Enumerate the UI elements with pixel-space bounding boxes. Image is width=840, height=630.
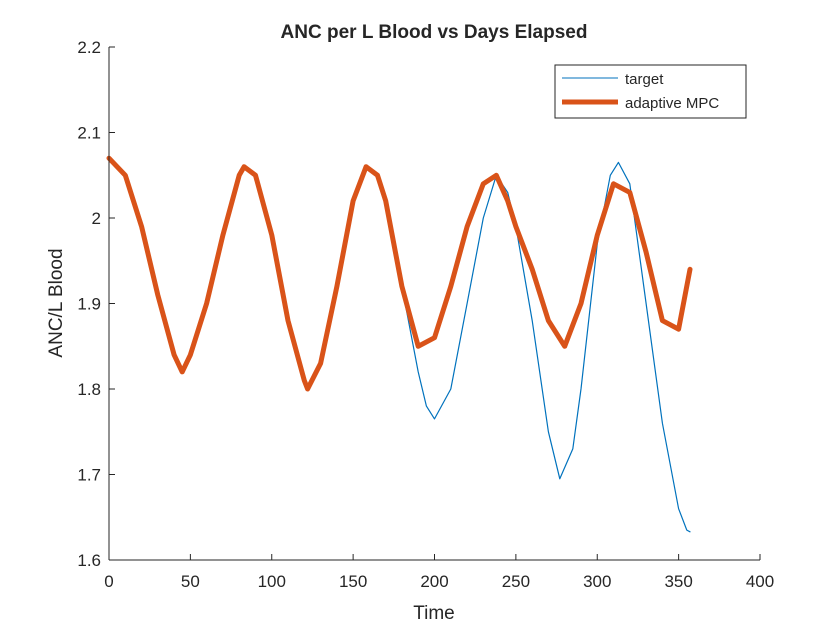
series-layer [106, 155, 693, 533]
x-tick-label: 150 [339, 572, 367, 591]
x-tick-label: 200 [420, 572, 448, 591]
y-tick-label: 1.6 [77, 551, 101, 570]
y-axis-label: ANC/L Blood [46, 248, 67, 357]
y-tick-label: 2.1 [77, 124, 101, 143]
legend-label-target: target [625, 71, 664, 88]
y-tick-label: 1.7 [77, 466, 101, 485]
x-tick-label: 100 [258, 572, 286, 591]
legend-label-adaptive-mpc: adaptive MPC [625, 95, 719, 112]
y-tick-label: 1.8 [77, 380, 101, 399]
plot-area [109, 47, 760, 560]
y-tick-label: 2.2 [77, 38, 101, 57]
series-line-adaptive-mpc [106, 155, 693, 392]
x-axis-ticks: 0 50 100 150 200 250 300 350 400 [104, 554, 774, 591]
x-tick-label: 300 [583, 572, 611, 591]
x-tick-label: 400 [746, 572, 774, 591]
x-tick-label: 50 [181, 572, 200, 591]
y-tick-label: 2 [92, 209, 101, 228]
legend-box [554, 64, 747, 119]
x-tick-label: 350 [664, 572, 692, 591]
x-tick-label: 0 [104, 572, 113, 591]
legend: target adaptive MPC [554, 64, 747, 119]
x-tick-label: 250 [502, 572, 530, 591]
chart-title: ANC per L Blood vs Days Elapsed [281, 22, 588, 43]
y-axis-ticks: 1.6 1.7 1.8 1.9 2 2.1 2.2 [77, 38, 115, 570]
y-tick-label: 1.9 [77, 295, 101, 314]
x-axis-label: Time [413, 603, 455, 624]
